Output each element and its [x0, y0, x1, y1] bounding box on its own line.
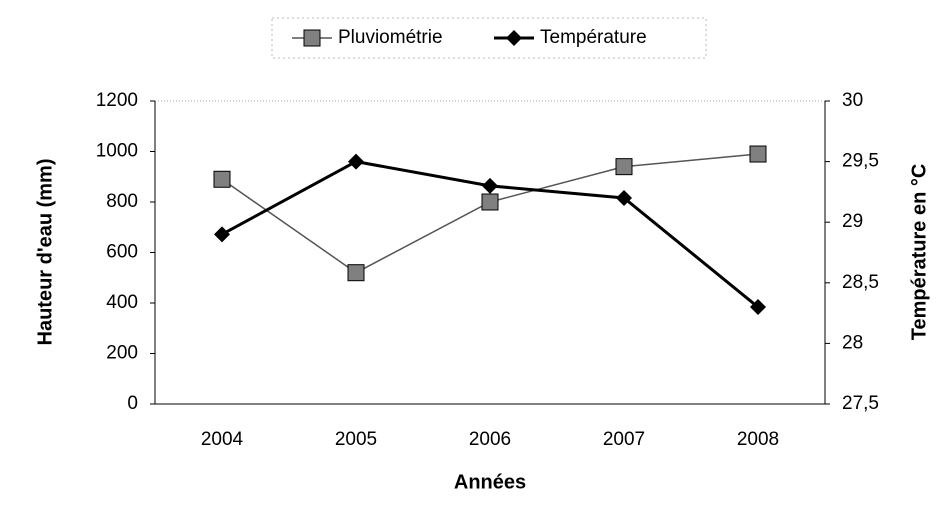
y2-tick-label: 27,5	[842, 393, 879, 414]
y2-tick-label: 29	[842, 211, 863, 232]
y2-tick-label: 28,5	[842, 272, 879, 293]
legend-label: Température	[540, 27, 647, 48]
y-axis-label: Hauteur d'eau (mm)	[34, 158, 56, 345]
marker	[303, 29, 321, 47]
marker	[750, 299, 766, 316]
marker	[213, 170, 231, 188]
y-tick-label: 1200	[96, 90, 138, 111]
y-tick-label: 800	[106, 191, 138, 212]
y-tick-label: 200	[106, 343, 138, 364]
legend-label: Pluviométrie	[338, 27, 443, 48]
x-axis-label: Années	[454, 471, 526, 493]
marker	[506, 30, 522, 46]
series-line	[221, 153, 759, 274]
marker	[482, 177, 498, 194]
x-tick-label: 2006	[469, 429, 511, 450]
y-tick-label: 600	[106, 242, 138, 263]
marker	[749, 145, 767, 163]
x-tick-label: 2004	[201, 429, 244, 450]
y2-tick-label: 30	[842, 90, 863, 111]
marker	[481, 193, 499, 211]
marker	[214, 226, 230, 243]
x-tick-label: 2007	[603, 429, 645, 450]
y2-axis-label: Température en °C	[908, 164, 930, 341]
y2-tick-label: 29,5	[842, 151, 879, 172]
x-tick-label: 2008	[737, 429, 779, 450]
y-tick-label: 0	[127, 393, 138, 414]
marker	[347, 264, 365, 282]
y-tick-label: 400	[106, 292, 138, 313]
plot-area	[154, 100, 826, 405]
marker	[348, 153, 364, 170]
marker	[615, 158, 633, 176]
y-tick-label: 1000	[96, 141, 138, 162]
marker	[616, 189, 632, 206]
y2-tick-label: 28	[842, 332, 863, 353]
x-tick-label: 2005	[335, 429, 377, 450]
legend-box	[271, 17, 707, 59]
